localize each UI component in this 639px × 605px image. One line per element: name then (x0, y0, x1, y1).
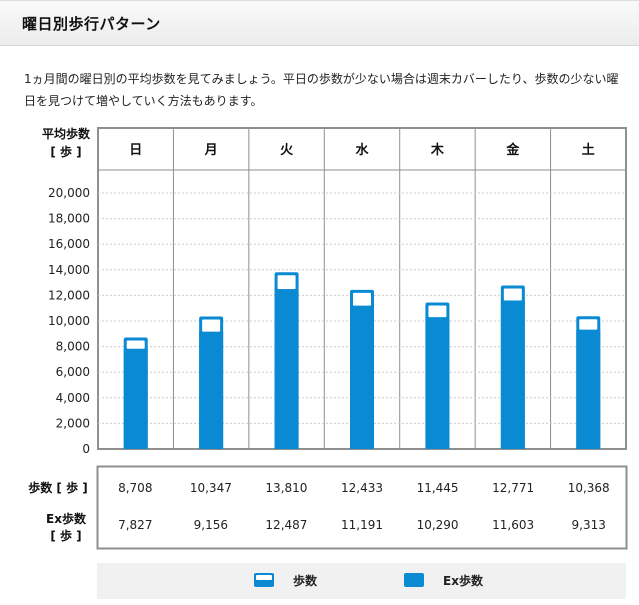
y-axis-title-line2: [ 歩 ] (50, 144, 81, 159)
day-label: 月 (204, 143, 218, 158)
table-cell: 9,313 (572, 518, 606, 532)
day-label: 火 (280, 143, 294, 158)
table-cell: 12,771 (492, 481, 534, 495)
table-cell: 11,445 (417, 481, 459, 495)
weekday-steps-chart: 平均歩数 [ 歩 ] 0 2,000 4,000 6,000 8,000 10,000 12… (42, 126, 627, 456)
y-tick-label: 6,000 (56, 365, 90, 379)
y-tick-label: 4,000 (56, 391, 90, 405)
ex-steps-bar (274, 289, 299, 449)
y-tick-label: 2,000 (56, 416, 90, 430)
description-text: 1ヵ月間の曜日別の平均歩数を見てみましょう。平日の歩数が少ない場合は週末カバーし… (24, 72, 619, 108)
section-header: 曜日別歩行パターン (0, 0, 639, 46)
y-axis-title-line1: 平均歩数 (42, 126, 91, 141)
table-cell: 12,433 (341, 481, 383, 495)
table-cell: 8,708 (118, 481, 152, 495)
steps-excess-segment (277, 275, 296, 290)
day-label: 土 (582, 142, 595, 158)
table-cell: 10,347 (190, 481, 232, 495)
table-cell: 10,290 (417, 518, 459, 532)
ex-steps-bar (425, 317, 450, 449)
day-label: 金 (505, 142, 520, 158)
day-label: 木 (430, 142, 445, 158)
chart-legend: 歩数 Ex歩数 (97, 563, 626, 599)
day-label: 水 (355, 142, 369, 158)
row-label-steps: 歩数 [ 歩 ] (28, 480, 88, 495)
table-frame (96, 465, 628, 550)
table-cell: 9,156 (194, 518, 228, 532)
y-tick-label: 14,000 (48, 263, 90, 277)
table-cell: 11,603 (492, 518, 534, 532)
y-tick-label: 20,000 (48, 186, 90, 200)
y-tick-label: 10,000 (48, 314, 90, 328)
row-label-ex-line2: [ 歩 ] (50, 528, 81, 543)
steps-excess-segment (126, 340, 145, 349)
row-label-ex-line1: Ex歩数 (46, 511, 87, 526)
section-title: 曜日別歩行パターン (22, 15, 161, 33)
y-tick-label: 0 (82, 442, 90, 456)
steps-legend-label: 歩数 (293, 574, 318, 588)
y-tick-label: 16,000 (48, 237, 90, 251)
steps-excess-segment (579, 319, 598, 330)
ex-steps-bar (350, 305, 374, 449)
steps-excess-segment (202, 319, 221, 332)
y-tick-label: 18,000 (48, 212, 90, 226)
y-tick-label: 8,000 (56, 340, 90, 354)
table-cell: 13,810 (265, 481, 307, 495)
y-tick-label: 12,000 (48, 288, 90, 302)
steps-excess-segment (428, 305, 447, 318)
ex-steps-legend-swatch (404, 573, 424, 587)
ex-steps-bar (199, 331, 224, 449)
table-cell: 12,487 (265, 518, 307, 532)
steps-legend-swatch (254, 573, 274, 587)
table-cell: 7,827 (118, 518, 152, 532)
ex-steps-bar (123, 348, 148, 449)
steps-excess-segment (353, 292, 371, 306)
day-label: 日 (129, 143, 142, 158)
table-cell: 11,191 (341, 518, 383, 532)
ex-steps-legend-label: Ex歩数 (443, 574, 483, 588)
values-table: 歩数 [ 歩 ] Ex歩数 [ 歩 ] 8,708 10,347 13,810 12,… (28, 465, 628, 550)
ex-steps-bar (576, 329, 601, 449)
ex-steps-bar (500, 300, 525, 449)
steps-excess-segment (503, 288, 522, 301)
table-cell: 10,368 (568, 481, 610, 495)
